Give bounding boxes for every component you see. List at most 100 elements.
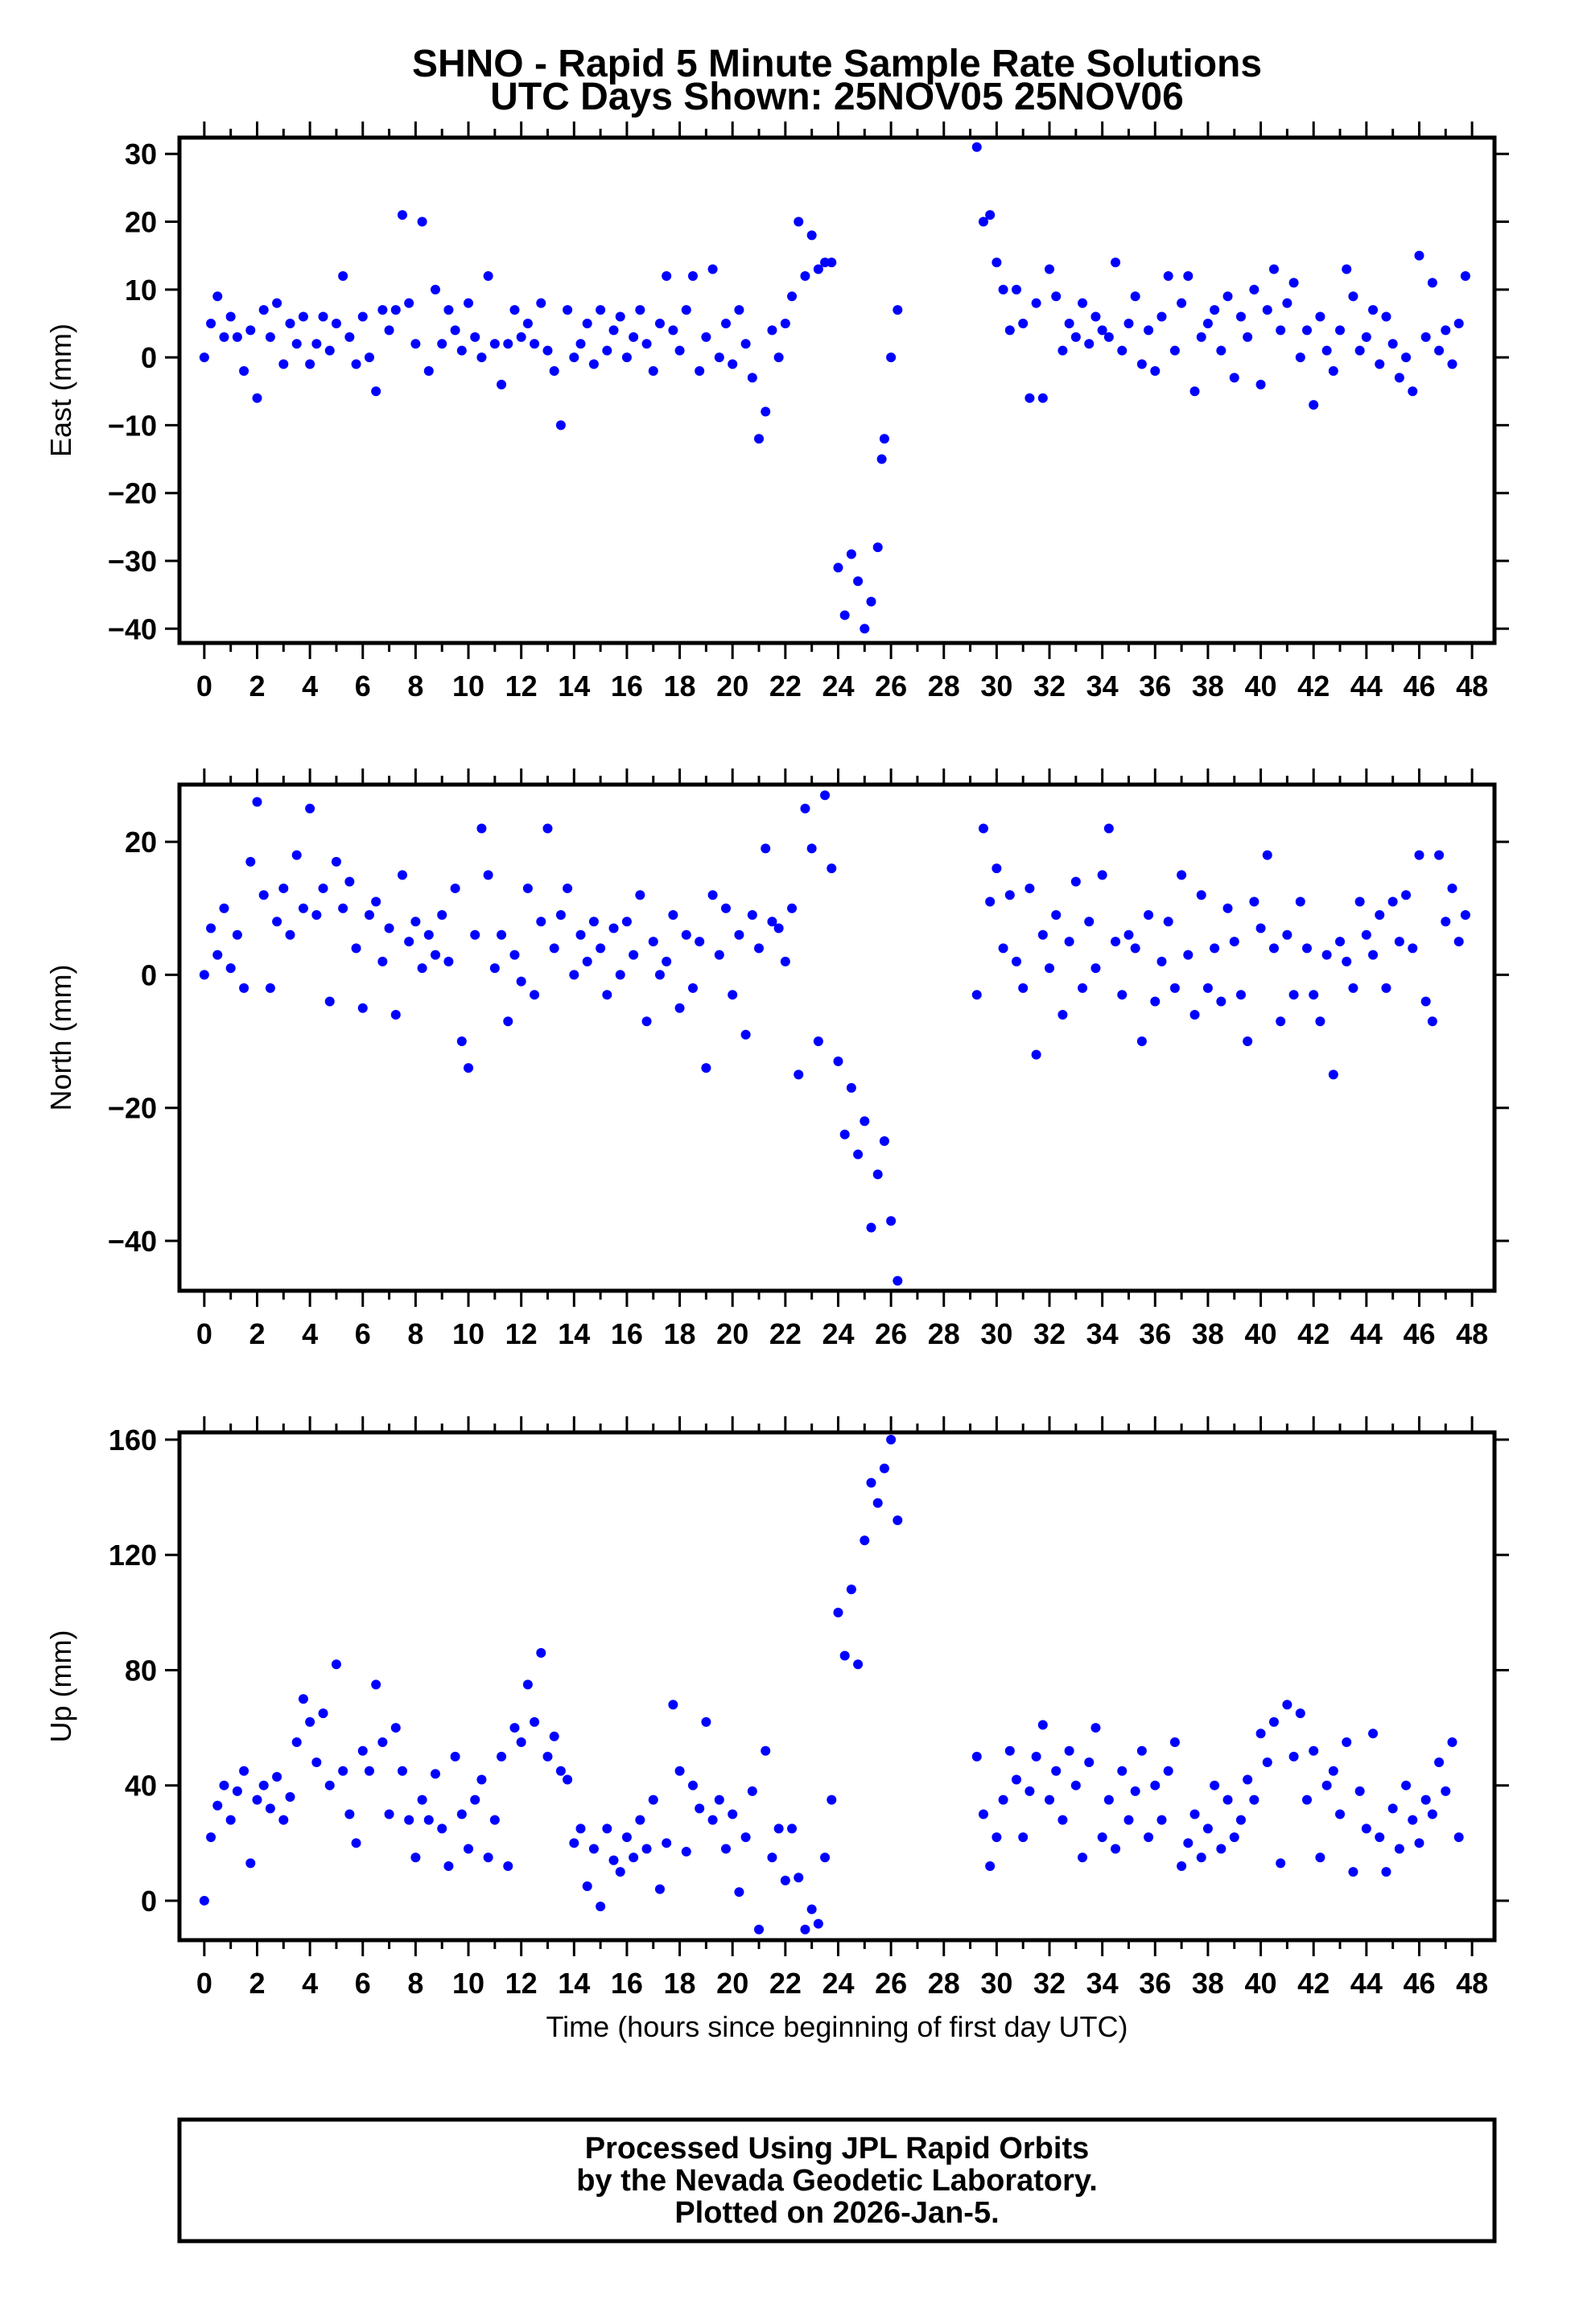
data-point bbox=[1368, 950, 1379, 960]
data-point bbox=[707, 890, 718, 900]
data-point bbox=[1097, 325, 1107, 336]
data-point bbox=[1394, 373, 1404, 383]
data-point bbox=[212, 1800, 223, 1811]
data-point bbox=[629, 950, 639, 960]
data-point bbox=[833, 1607, 843, 1617]
data-point bbox=[1031, 1751, 1041, 1762]
data-point bbox=[291, 1737, 302, 1747]
data-point bbox=[1177, 1860, 1187, 1871]
data-point bbox=[1368, 305, 1379, 315]
data-point bbox=[1229, 373, 1239, 383]
data-point bbox=[1335, 1809, 1346, 1819]
data-point bbox=[549, 1731, 559, 1741]
data-point bbox=[542, 823, 553, 834]
data-point bbox=[298, 1694, 308, 1704]
data-point bbox=[476, 823, 487, 834]
data-point bbox=[1163, 917, 1173, 927]
data-point bbox=[450, 325, 460, 336]
y-tick-label: 30 bbox=[125, 138, 157, 171]
data-point bbox=[199, 1895, 209, 1906]
data-point bbox=[563, 1774, 573, 1785]
x-tick-label: 22 bbox=[769, 1317, 802, 1350]
data-point bbox=[1309, 1745, 1319, 1756]
data-point bbox=[450, 1751, 460, 1762]
data-point bbox=[1202, 1823, 1213, 1834]
data-point bbox=[324, 345, 335, 356]
data-point bbox=[1262, 850, 1272, 860]
data-point bbox=[621, 352, 632, 363]
x-tick-label: 40 bbox=[1245, 670, 1277, 703]
data-point bbox=[800, 270, 810, 281]
data-point bbox=[456, 345, 467, 356]
data-point bbox=[470, 929, 480, 940]
data-point bbox=[258, 1780, 269, 1790]
data-point bbox=[1268, 1716, 1279, 1727]
data-point bbox=[582, 956, 592, 966]
data-point bbox=[1414, 250, 1424, 261]
data-point bbox=[265, 332, 275, 342]
data-point bbox=[1408, 386, 1418, 397]
data-point bbox=[641, 1016, 652, 1027]
x-tick-label: 4 bbox=[302, 1967, 318, 2000]
x-tick-label: 10 bbox=[452, 670, 484, 703]
x-tick-label: 38 bbox=[1192, 1967, 1224, 2000]
x-tick-label: 42 bbox=[1297, 670, 1330, 703]
data-point bbox=[212, 950, 223, 960]
data-point bbox=[860, 624, 870, 634]
x-tick-label: 8 bbox=[407, 670, 423, 703]
x-tick-label: 30 bbox=[980, 1317, 1012, 1350]
data-point bbox=[258, 305, 269, 315]
data-point bbox=[886, 1434, 897, 1444]
data-point bbox=[318, 311, 328, 322]
data-point bbox=[1375, 1832, 1385, 1843]
data-point bbox=[1097, 1832, 1107, 1843]
x-tick-label: 0 bbox=[196, 670, 212, 703]
data-point bbox=[423, 929, 434, 940]
x-tick-label: 28 bbox=[928, 670, 960, 703]
data-point bbox=[1387, 339, 1398, 349]
data-point bbox=[516, 332, 526, 342]
data-point bbox=[1288, 1751, 1299, 1762]
data-point bbox=[635, 305, 645, 315]
data-point bbox=[728, 1809, 738, 1819]
data-point bbox=[794, 216, 804, 227]
data-point bbox=[1288, 990, 1299, 1000]
data-point bbox=[371, 896, 381, 907]
data-point bbox=[1381, 983, 1391, 993]
x-tick-label: 20 bbox=[716, 1317, 748, 1350]
footer-line-2: by the Nevada Geodetic Laboratory. bbox=[576, 2164, 1098, 2198]
data-point bbox=[846, 1584, 856, 1595]
data-point bbox=[351, 359, 361, 369]
data-point bbox=[239, 365, 249, 376]
data-point bbox=[456, 1809, 467, 1819]
x-tick-label: 36 bbox=[1139, 670, 1171, 703]
data-point bbox=[489, 1815, 500, 1825]
data-point bbox=[621, 1832, 632, 1843]
data-point bbox=[245, 325, 256, 336]
data-point bbox=[1117, 345, 1128, 356]
data-point bbox=[1070, 1780, 1081, 1790]
data-point bbox=[278, 883, 289, 893]
data-point bbox=[728, 990, 738, 1000]
data-point bbox=[1255, 1729, 1266, 1739]
x-tick-label: 34 bbox=[1086, 1967, 1119, 2000]
y-axis-label: East (mm) bbox=[44, 323, 77, 457]
y-tick-label: −10 bbox=[108, 409, 157, 442]
data-point bbox=[522, 318, 533, 328]
data-point bbox=[1268, 943, 1279, 954]
data-point bbox=[1189, 386, 1200, 397]
data-point bbox=[555, 1766, 566, 1776]
x-tick-label: 26 bbox=[875, 1967, 907, 2000]
data-point bbox=[530, 1716, 540, 1727]
data-point bbox=[1276, 1016, 1286, 1027]
data-point bbox=[1262, 305, 1272, 315]
data-point bbox=[239, 1766, 249, 1776]
x-tick-label: 44 bbox=[1350, 1317, 1383, 1350]
data-point bbox=[879, 1463, 889, 1473]
data-point bbox=[1078, 1852, 1088, 1863]
data-point bbox=[761, 843, 771, 854]
data-point bbox=[1024, 1786, 1035, 1796]
data-point bbox=[563, 883, 573, 893]
data-point bbox=[1064, 1745, 1074, 1756]
data-point bbox=[1183, 950, 1194, 960]
